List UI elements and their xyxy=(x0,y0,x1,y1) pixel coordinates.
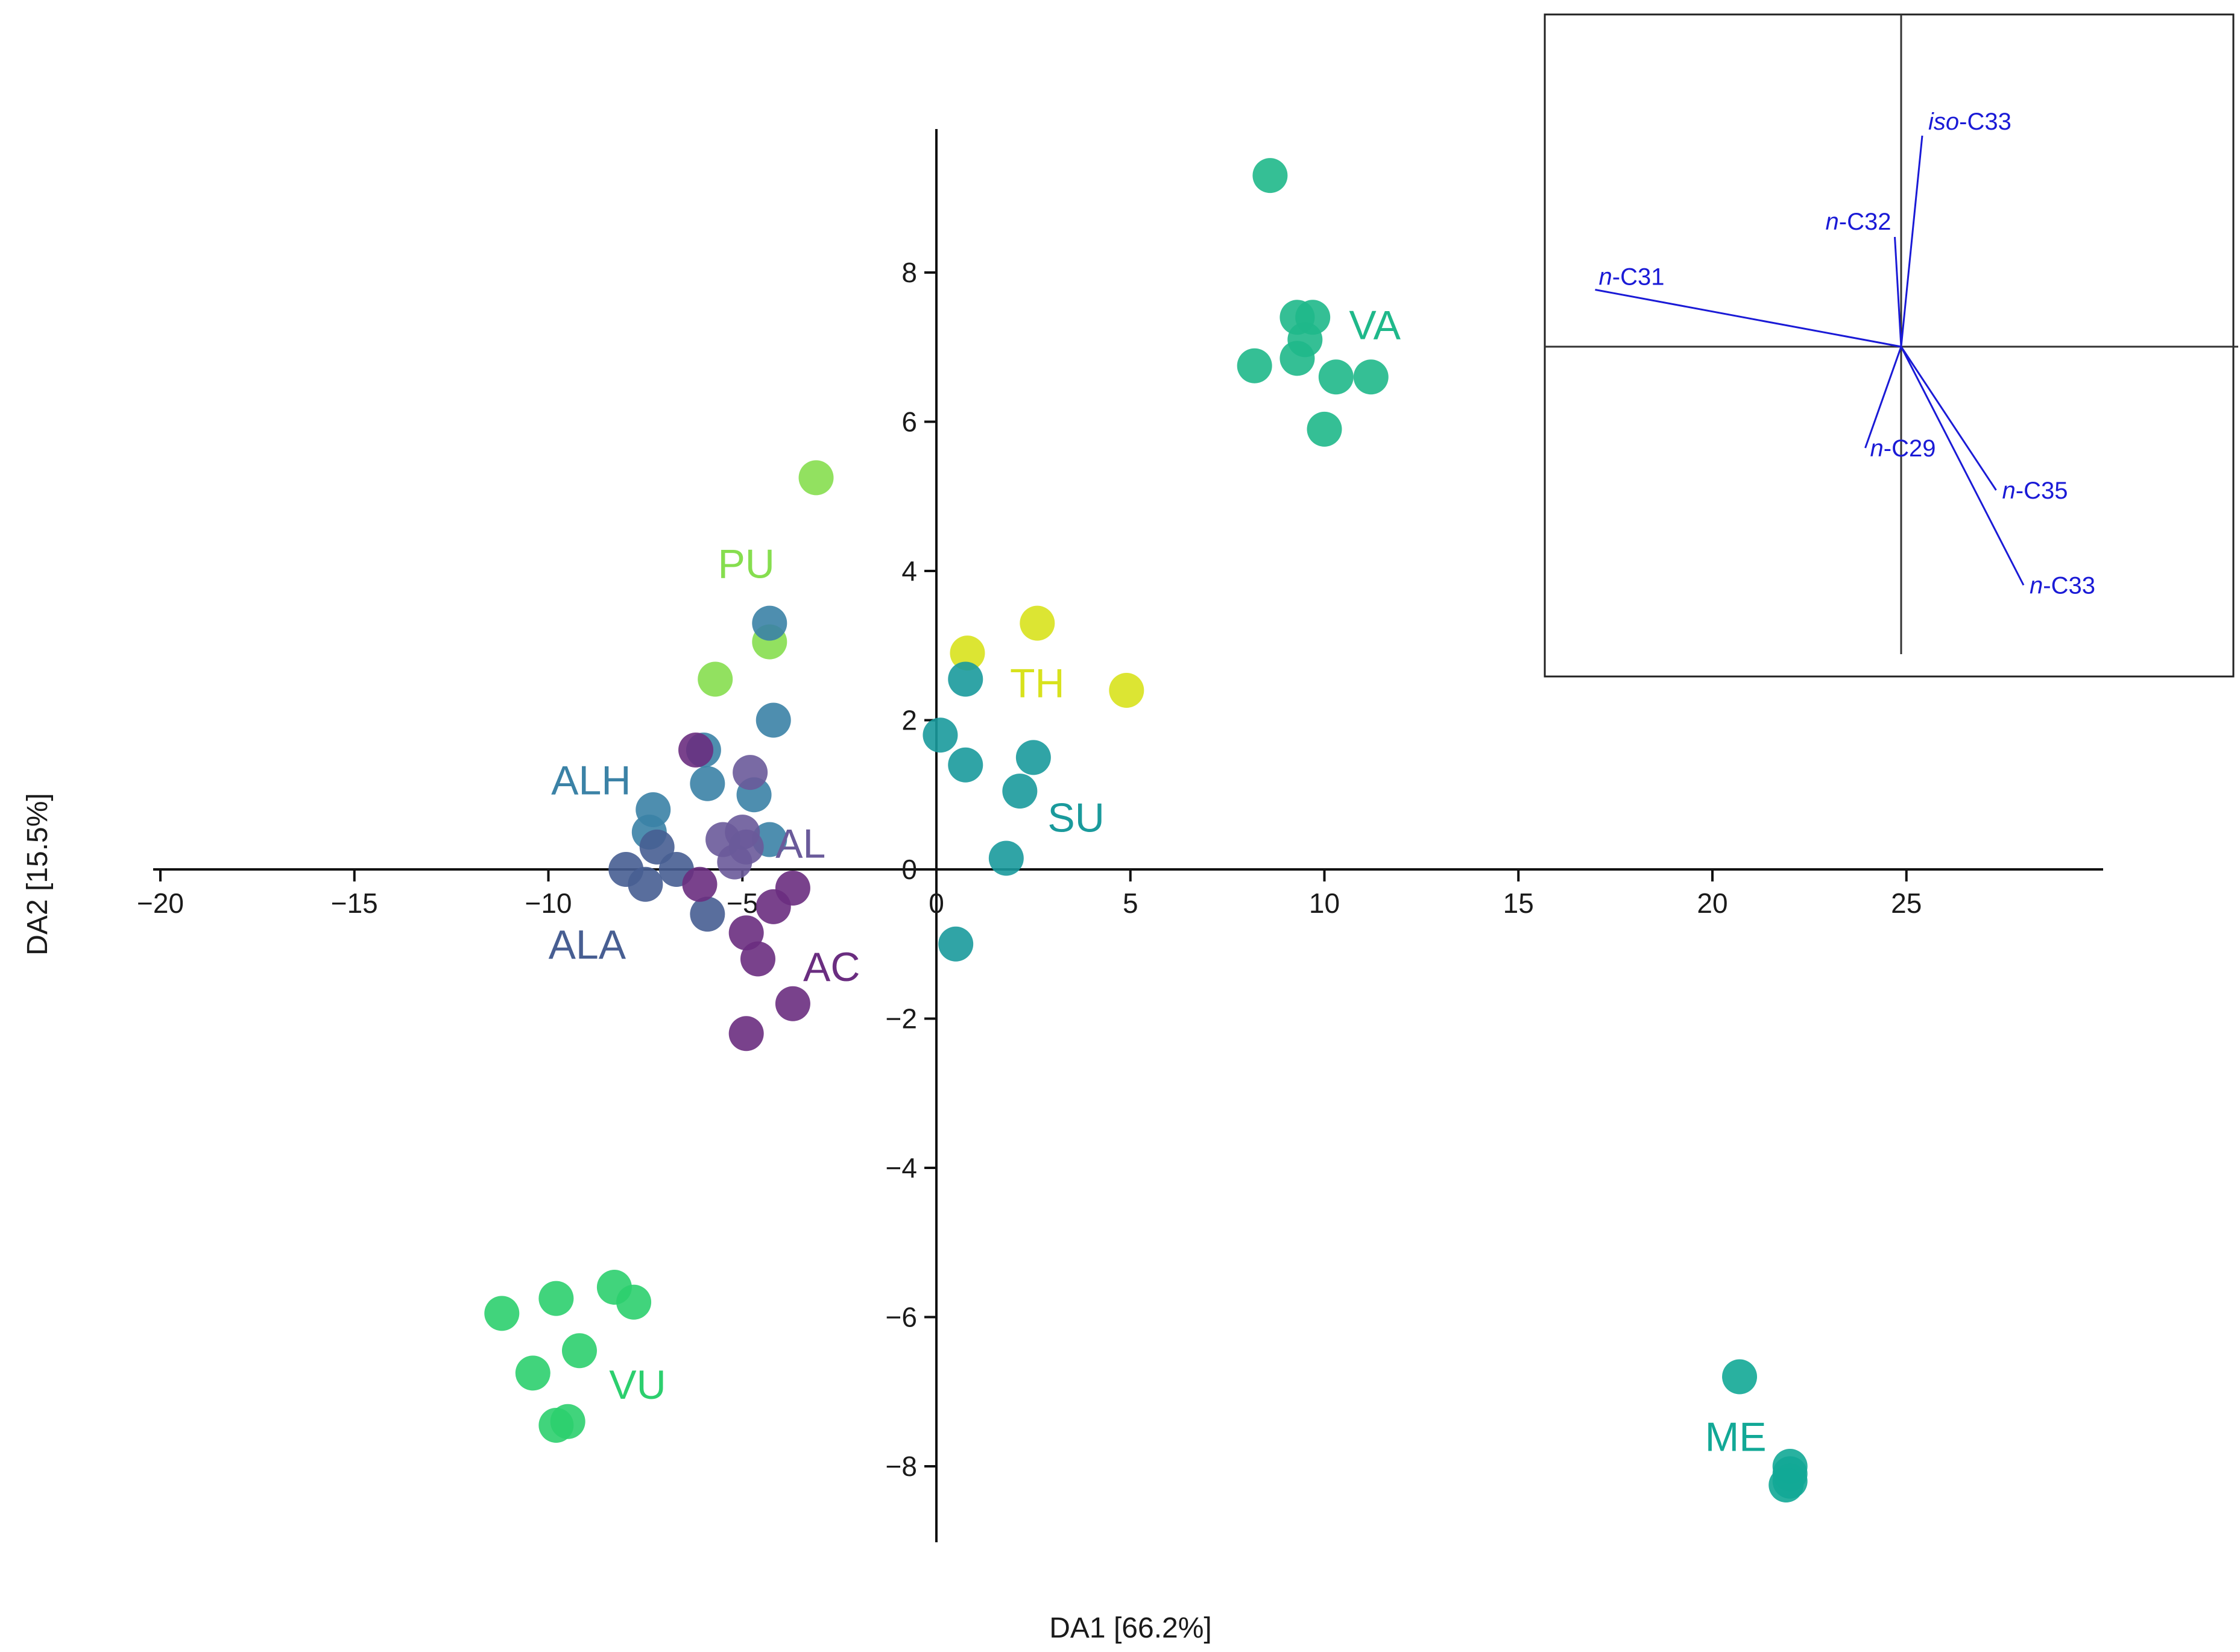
point-su xyxy=(948,747,983,783)
y-tick-label: −4 xyxy=(886,1152,917,1184)
loading-label-n-c35: n-C35 xyxy=(2002,478,2068,504)
point-pu xyxy=(798,460,834,496)
point-vu xyxy=(550,1404,585,1439)
point-al xyxy=(717,844,752,880)
point-ac xyxy=(775,986,810,1021)
x-tick-label: −15 xyxy=(331,887,378,919)
point-va xyxy=(1252,158,1288,194)
loading-vector-n-c29 xyxy=(1864,346,1902,449)
group-label-alh: ALH xyxy=(551,758,631,804)
loading-label-prefix: n xyxy=(1599,264,1612,291)
x-tick-label: 15 xyxy=(1503,887,1534,919)
point-su xyxy=(923,717,958,753)
y-tick-label: 0 xyxy=(901,854,917,885)
x-axis-title: DA1 [66.2%] xyxy=(1049,1612,1211,1644)
y-tick-label: 8 xyxy=(901,257,917,288)
x-tick-label: 0 xyxy=(929,887,944,919)
loading-vector-n-c32 xyxy=(1894,236,1902,347)
point-alh xyxy=(752,605,787,641)
group-label-vu: VU xyxy=(609,1362,666,1408)
loading-vector-n-c31 xyxy=(1595,289,1902,348)
y-tick-label: −2 xyxy=(886,1003,917,1035)
x-tick-label: −20 xyxy=(137,887,184,919)
loading-vector-n-c33 xyxy=(1900,346,2025,586)
group-label-su: SU xyxy=(1047,795,1104,840)
loading-label-prefix: iso xyxy=(1928,109,1959,135)
point-th xyxy=(950,635,985,671)
loading-label-n-c32: n-C32 xyxy=(1826,209,1891,235)
point-ac xyxy=(682,866,718,902)
point-su xyxy=(938,926,974,962)
loading-label-suffix: -C33 xyxy=(1959,109,2011,135)
loading-label-iso-c33: iso-C33 xyxy=(1928,109,2011,135)
point-vu xyxy=(538,1281,574,1316)
point-ac xyxy=(756,889,791,924)
point-vu xyxy=(616,1284,652,1320)
loading-label-n-c31: n-C31 xyxy=(1599,264,1665,291)
point-vu xyxy=(484,1296,520,1331)
point-su xyxy=(1015,740,1051,775)
point-va xyxy=(1318,359,1354,395)
point-su xyxy=(1002,774,1038,809)
group-label-pu: PU xyxy=(718,541,774,587)
loading-vector-iso-c33 xyxy=(1900,135,1923,347)
point-ala xyxy=(639,829,675,865)
y-axis-title: DA2 [15.5%] xyxy=(22,793,54,955)
point-ac xyxy=(728,915,764,951)
point-ac xyxy=(678,733,714,768)
point-ala xyxy=(628,866,663,902)
point-me xyxy=(1768,1467,1804,1502)
point-va xyxy=(1353,359,1389,395)
point-ac xyxy=(740,941,775,977)
loading-label-suffix: -C29 xyxy=(1884,435,1936,462)
point-th xyxy=(1020,605,1055,641)
group-label-al: AL xyxy=(775,821,825,867)
group-label-ala: ALA xyxy=(549,922,626,968)
point-su xyxy=(948,661,983,697)
point-vu xyxy=(515,1355,551,1391)
x-tick-label: 20 xyxy=(1697,887,1727,919)
group-label-ac: AC xyxy=(803,944,860,990)
point-alh xyxy=(756,702,791,738)
point-pu xyxy=(698,661,733,697)
loading-label-prefix: n xyxy=(1870,435,1884,462)
group-label-th: TH xyxy=(1010,661,1065,707)
x-tick-label: 5 xyxy=(1123,887,1138,919)
point-al xyxy=(733,755,768,790)
point-alh xyxy=(690,766,725,801)
loading-label-suffix: -C31 xyxy=(1612,264,1665,291)
loadings-inset-frame xyxy=(1544,13,2235,678)
y-tick-label: 6 xyxy=(901,406,917,438)
point-va xyxy=(1307,411,1342,447)
point-me xyxy=(1722,1359,1758,1395)
x-tick-label: 10 xyxy=(1309,887,1340,919)
loading-label-n-c33: n-C33 xyxy=(2030,573,2095,599)
y-tick-label: −8 xyxy=(886,1451,917,1482)
loading-label-prefix: n xyxy=(1826,209,1839,235)
group-label-va: VA xyxy=(1349,303,1401,348)
loading-vector-n-c35 xyxy=(1900,346,1997,491)
point-vu xyxy=(561,1333,597,1369)
point-ala xyxy=(690,897,725,932)
y-tick-label: 4 xyxy=(901,555,917,587)
y-tick-label: −6 xyxy=(886,1302,917,1333)
point-su xyxy=(988,840,1024,876)
loading-label-n-c29: n-C29 xyxy=(1870,435,1936,462)
x-tick-label: −10 xyxy=(525,887,572,919)
point-va xyxy=(1279,341,1315,376)
loading-label-suffix: -C32 xyxy=(1839,209,1891,235)
x-tick-label: 25 xyxy=(1891,887,1922,919)
loading-label-suffix: -C35 xyxy=(2016,478,2068,504)
point-va xyxy=(1237,348,1272,383)
loading-label-prefix: n xyxy=(2030,573,2043,599)
point-ac xyxy=(728,1016,764,1051)
loading-label-suffix: -C33 xyxy=(2043,573,2095,599)
point-th xyxy=(1109,673,1144,708)
loading-label-prefix: n xyxy=(2002,478,2016,504)
group-label-me: ME xyxy=(1705,1414,1767,1460)
y-tick-label: 2 xyxy=(901,705,917,736)
x-tick-label: −5 xyxy=(727,887,758,919)
